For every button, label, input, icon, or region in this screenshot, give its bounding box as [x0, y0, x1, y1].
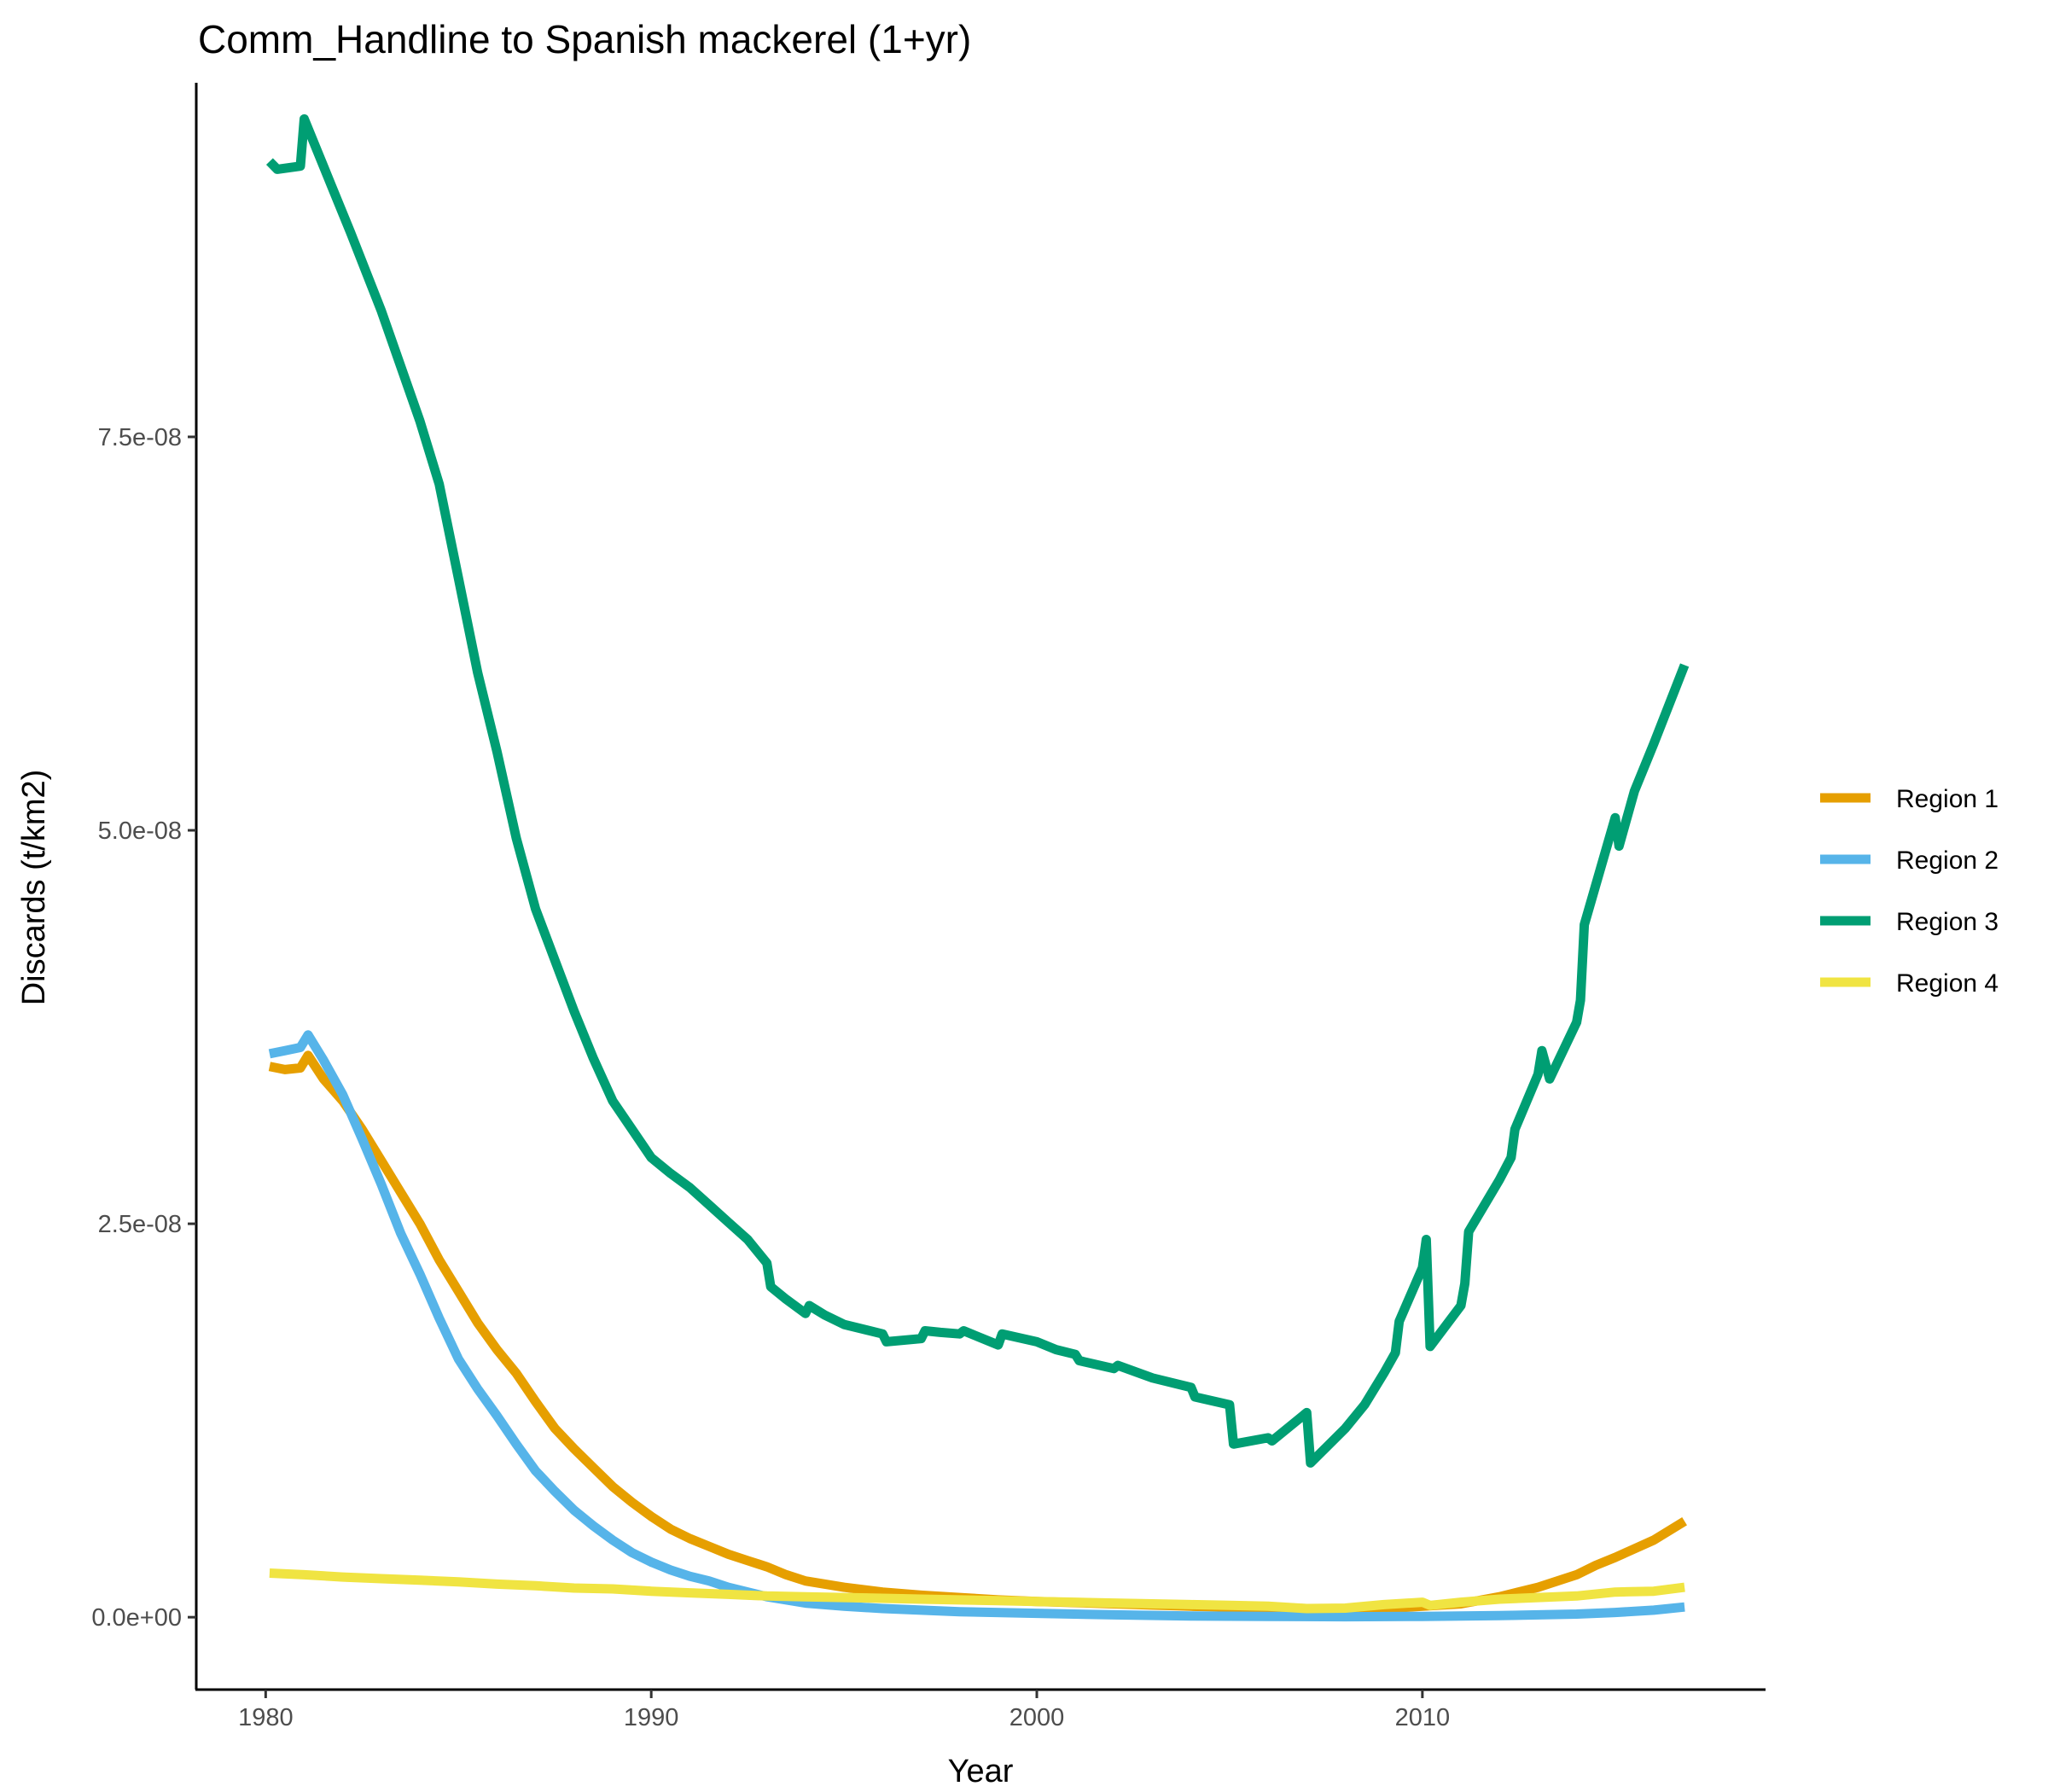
x-axis-ticks: 1980 1990 2000 2010	[238, 1690, 1450, 1731]
x-tick-label: 2000	[1009, 1704, 1065, 1731]
y-tick-label: 7.5e-08	[98, 424, 182, 451]
y-tick-label: 0.0e+00	[91, 1604, 182, 1632]
legend: Region 1 Region 2 Region 3 Region 4	[1820, 785, 1999, 998]
legend-label-region-3: Region 3	[1896, 908, 1999, 936]
series-line-region-4	[269, 1568, 1685, 1614]
y-axis-title: Discards (t/km2)	[16, 770, 52, 1006]
series-line-region-3	[265, 113, 1690, 1468]
legend-label-region-4: Region 4	[1896, 969, 1999, 998]
legend-label-region-2: Region 2	[1896, 847, 1999, 875]
x-tick-label: 1980	[238, 1704, 294, 1731]
series-layer	[265, 113, 1690, 1622]
chart-title: Comm_Handline to Spanish mackerel (1+yr)	[198, 17, 971, 61]
x-axis-title: Year	[948, 1754, 1014, 1789]
x-tick-label: 1990	[624, 1704, 679, 1731]
plot-area	[265, 113, 1690, 1622]
y-tick-label: 5.0e-08	[98, 817, 182, 845]
series-line-region-2	[268, 1030, 1685, 1622]
y-tick-label: 2.5e-08	[98, 1211, 182, 1238]
y-axis-ticks: 0.0e+00 2.5e-08 5.0e-08 7.5e-08	[91, 424, 196, 1632]
x-tick-label: 2010	[1395, 1704, 1451, 1731]
legend-label-region-1: Region 1	[1896, 785, 1999, 813]
